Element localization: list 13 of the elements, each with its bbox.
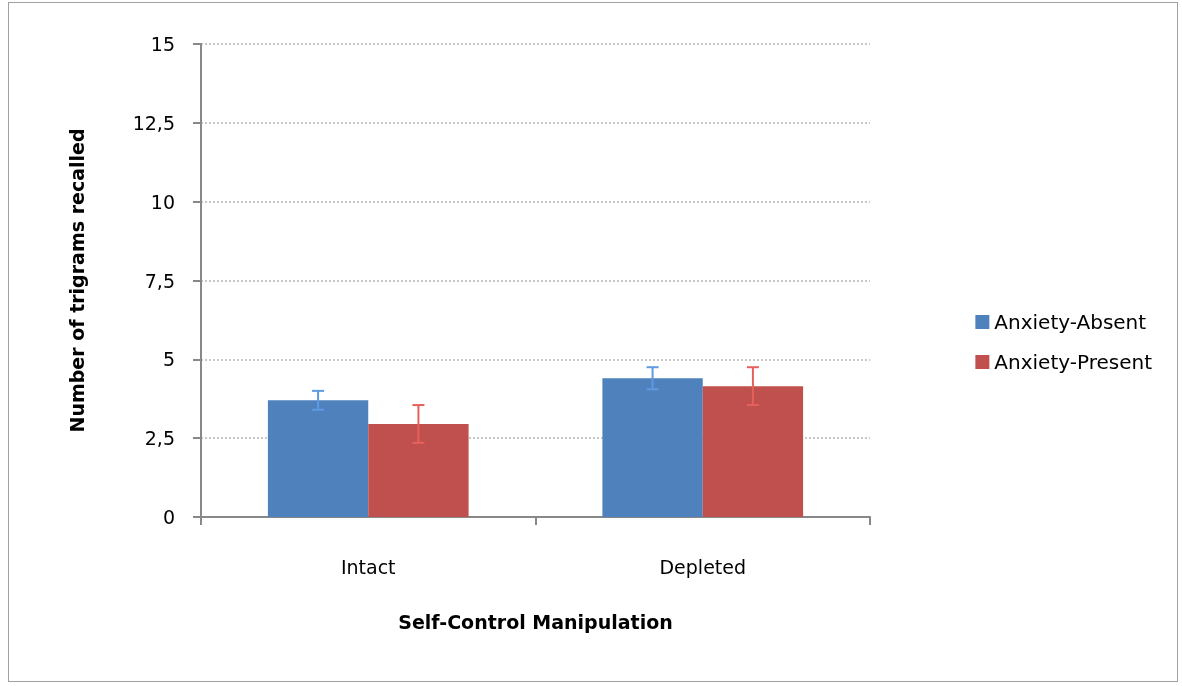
y-tick-label: 12,5 [132,111,175,134]
y-tick-label: 7,5 [144,269,175,292]
y-tick-label: 5 [162,348,175,371]
y-tick-label: 2,5 [144,427,175,450]
legend-label: Anxiety-Present [994,350,1153,374]
y-tick-label: 10 [150,190,175,213]
x-tick-label: Intact [340,555,396,578]
y-tick-label: 15 [150,33,175,55]
x-tick-label: Depleted [659,555,747,578]
x-axis-title: Self-Control Manipulation [398,610,673,633]
legend-label: Anxiety-Absent [994,310,1147,334]
y-tick-label: 0 [162,506,175,528]
y-axis-title: Number of trigrams recalled [65,128,88,433]
